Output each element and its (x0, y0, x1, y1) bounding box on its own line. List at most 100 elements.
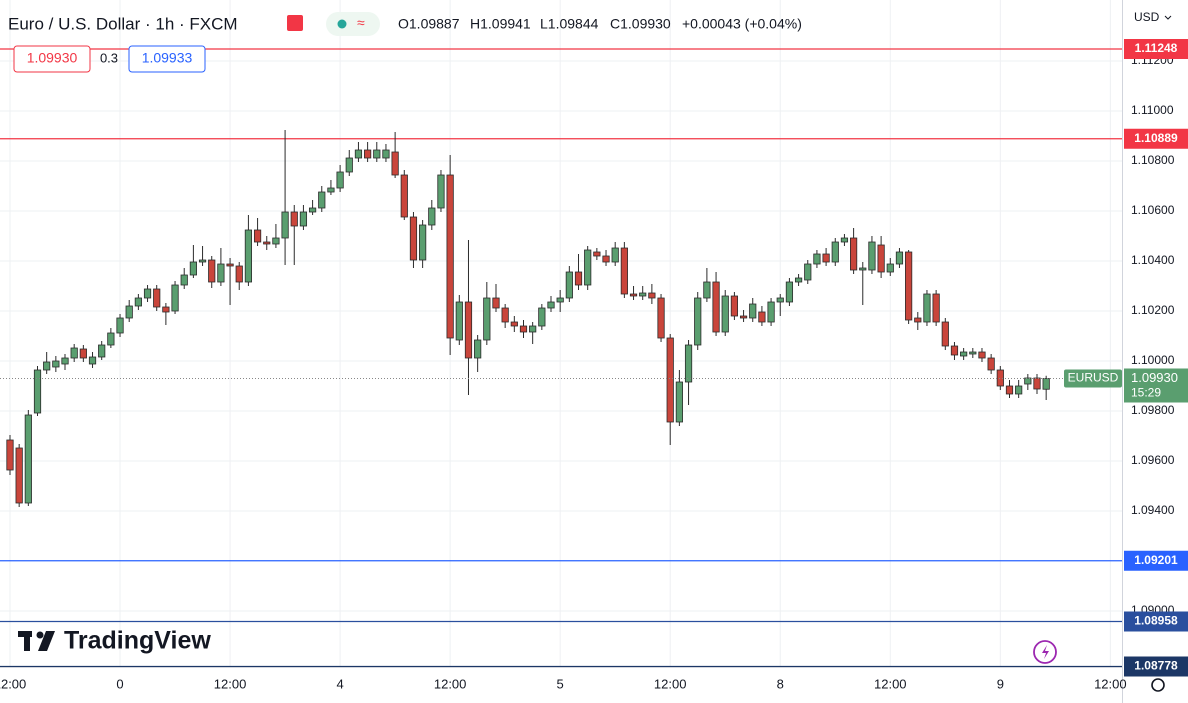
candle (969, 348, 977, 358)
currency[interactable]: USD (1134, 10, 1160, 24)
candle-body (88, 356, 97, 365)
candle (198, 246, 207, 266)
buy-price[interactable]: 1.09933 (142, 50, 193, 66)
countdown: 15:29 (1131, 386, 1161, 400)
level-label-box (1124, 128, 1188, 149)
candle (584, 246, 592, 290)
candle (501, 304, 509, 328)
candle-body (730, 295, 738, 317)
candle-body (318, 191, 326, 209)
candle-body (721, 295, 729, 333)
ohlc-value: H1.09941 (470, 16, 531, 32)
candle-body (666, 337, 674, 423)
status-pill (326, 12, 380, 36)
market-open-dot (337, 19, 347, 29)
candle-body (813, 253, 821, 265)
candle (474, 335, 482, 372)
candle-body (529, 325, 537, 333)
candle (721, 290, 729, 336)
news-icon[interactable] (1033, 640, 1057, 664)
candle (648, 284, 656, 304)
candle-body (574, 271, 583, 286)
candle-body (409, 216, 418, 261)
sell-price[interactable]: 1.09930 (27, 50, 78, 66)
candle-body (547, 301, 555, 309)
candle-body (308, 207, 317, 213)
candle-body (932, 293, 940, 323)
candle-body (556, 297, 564, 303)
candle (776, 294, 784, 316)
candle-body (483, 297, 491, 341)
candle-body (1015, 385, 1023, 395)
candle-body (629, 293, 638, 297)
candle-body (776, 297, 784, 303)
candle (675, 370, 683, 426)
candle-body (987, 357, 995, 371)
candle (657, 294, 665, 342)
candle-body (345, 157, 353, 173)
candle (235, 262, 243, 290)
candle (373, 142, 381, 162)
candle (244, 215, 253, 286)
candle (556, 290, 564, 312)
candle-body (70, 347, 78, 359)
candle-body (79, 348, 87, 359)
candle (822, 248, 830, 266)
candle (620, 242, 628, 298)
ohlc-value: O1.09887 (398, 16, 460, 32)
watermark: TradingView (64, 627, 211, 655)
candle (189, 245, 197, 278)
candle-body (1033, 377, 1041, 390)
candle (1015, 380, 1023, 398)
candle (785, 278, 794, 306)
candle-body (749, 303, 757, 319)
candle (437, 170, 445, 212)
candle-body (52, 360, 60, 368)
candle-body (116, 317, 124, 334)
candle (840, 234, 849, 246)
candle-body (1024, 377, 1032, 385)
x-tick-label: 12:00 (434, 676, 467, 691)
buy-button[interactable] (128, 45, 206, 73)
x-tick-label: 9 (997, 676, 1004, 691)
currency-caret (1164, 15, 1172, 20)
candle (208, 256, 216, 288)
candle-body (822, 253, 830, 263)
candle-body (602, 255, 610, 263)
candle (694, 292, 702, 350)
candle-body (125, 305, 133, 319)
settings-icon[interactable] (1151, 678, 1165, 692)
candle (850, 228, 858, 274)
chart-title: Euro / U.S. Dollar · 1h · FXCM (8, 14, 238, 33)
candle (153, 285, 161, 311)
x-tick-label: 0 (116, 676, 123, 691)
candle-body (235, 265, 243, 283)
last-price-box (1124, 368, 1188, 403)
candle-body (950, 345, 959, 356)
candle-body (455, 301, 463, 341)
y-tick-label: 1.09600 (1131, 453, 1175, 467)
logo: TradingView (18, 627, 211, 655)
spread: 0.3 (100, 50, 118, 65)
candle (629, 286, 638, 300)
candle-body (859, 267, 867, 271)
candle-body (905, 251, 913, 321)
candle-body (208, 259, 216, 283)
sell-button[interactable] (13, 45, 91, 73)
candle-body (15, 447, 23, 504)
candle-body (1042, 378, 1050, 390)
candle-body (684, 344, 693, 383)
alert-flag[interactable] (287, 15, 303, 31)
candle (400, 170, 408, 220)
level-label-box (1124, 550, 1188, 571)
x-tick-label: 12:00 (1094, 676, 1127, 691)
ohlc-value: L1.09844 (540, 16, 599, 32)
candle (703, 268, 711, 302)
candle-body (868, 241, 876, 271)
candle (831, 238, 839, 266)
candle-body (877, 244, 885, 273)
candle-body (189, 261, 197, 276)
candle-body (739, 315, 748, 319)
candle (1042, 375, 1050, 400)
candle (336, 165, 344, 192)
